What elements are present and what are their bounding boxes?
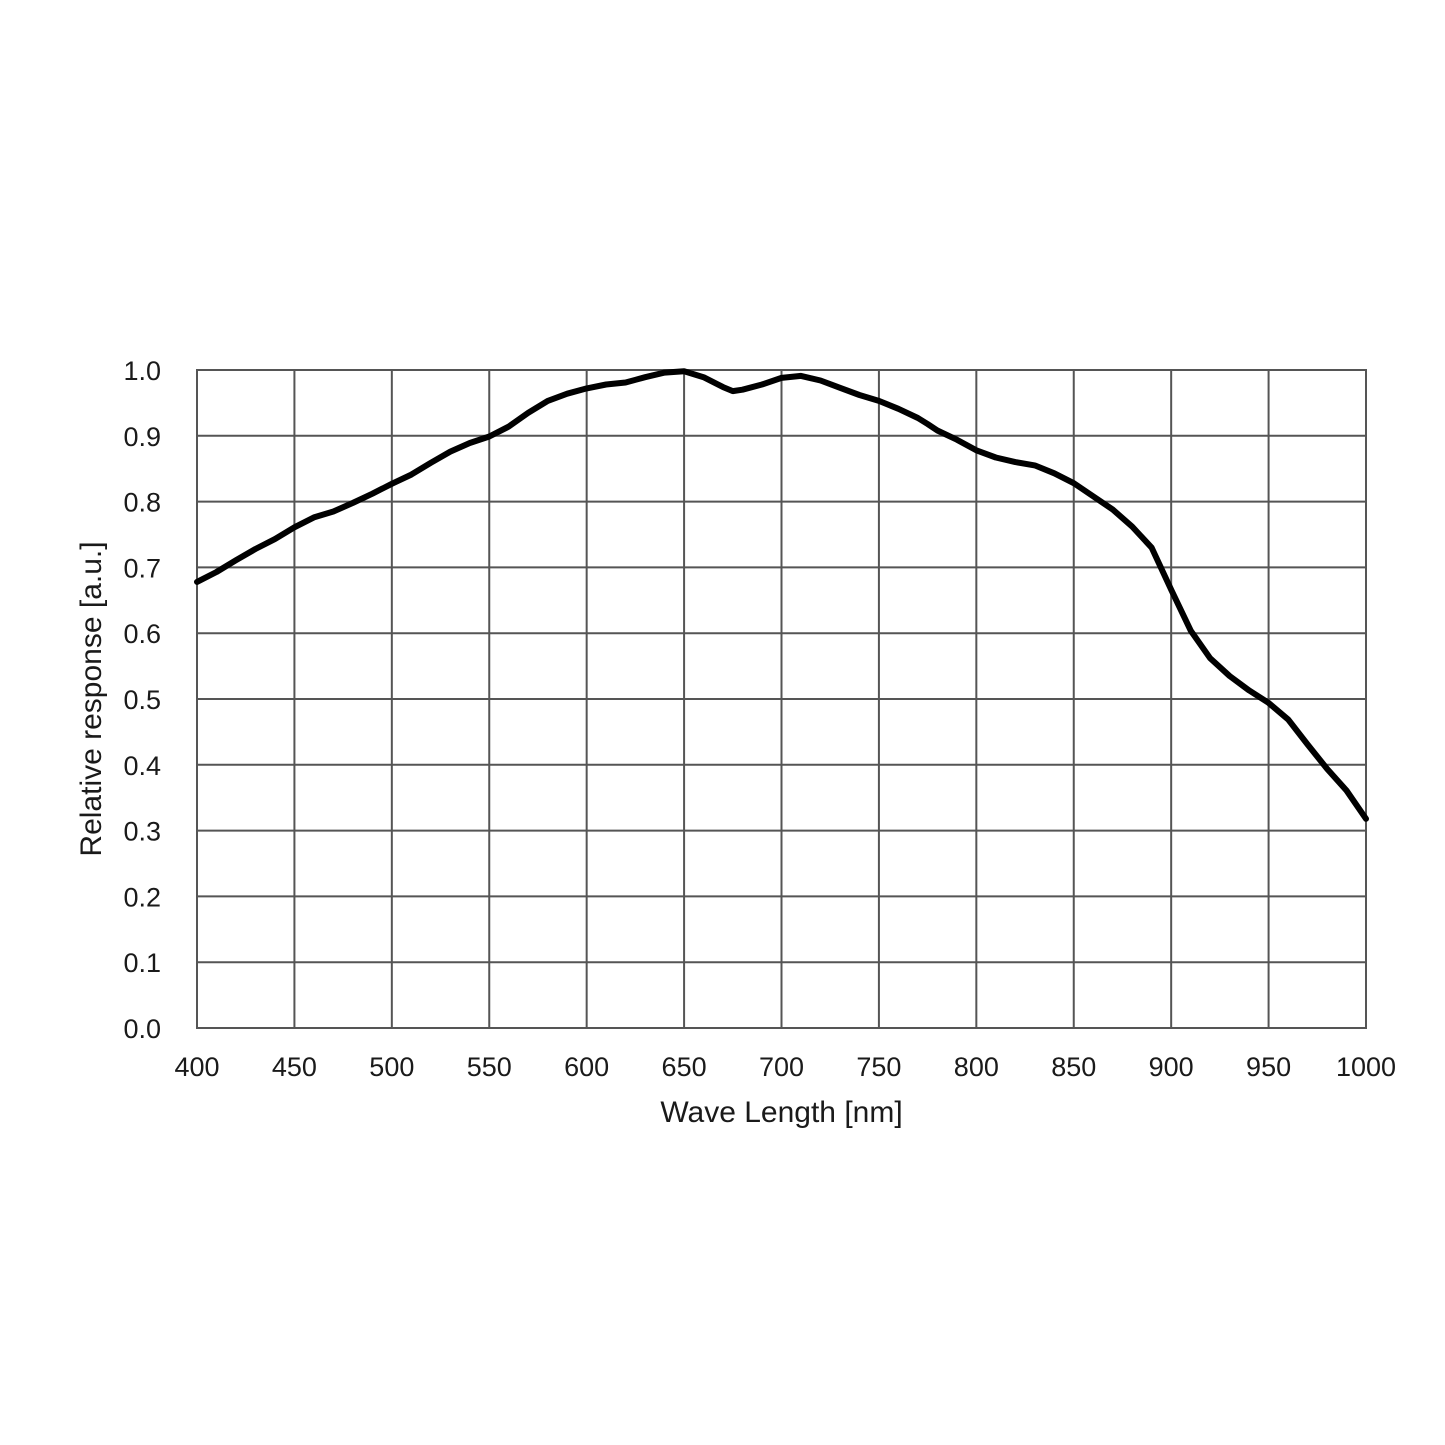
x-tick-labels: 400 450 500 550 600 650 700 750 800 850 900 950 1000 xyxy=(174,1052,1396,1082)
y-tick-label: 0.8 xyxy=(123,488,161,518)
x-tick-label: 500 xyxy=(369,1052,414,1082)
x-axis-title: Wave Length [nm] xyxy=(660,1096,902,1129)
y-tick-label: 0.9 xyxy=(123,422,161,452)
x-tick-label: 850 xyxy=(1051,1052,1096,1082)
x-tick-label: 450 xyxy=(272,1052,317,1082)
x-tick-label: 950 xyxy=(1246,1052,1291,1082)
y-tick-label: 0.4 xyxy=(123,751,161,781)
y-tick-label: 0.6 xyxy=(123,619,161,649)
x-tick-label: 800 xyxy=(954,1052,999,1082)
x-tick-label: 650 xyxy=(662,1052,707,1082)
y-tick-label: 0.3 xyxy=(123,817,161,847)
x-tick-label: 600 xyxy=(564,1052,609,1082)
y-tick-label: 0.2 xyxy=(123,882,161,912)
x-tick-label: 750 xyxy=(856,1052,901,1082)
x-tick-label: 900 xyxy=(1149,1052,1194,1082)
y-tick-label: 0.1 xyxy=(123,948,161,978)
x-tick-label: 550 xyxy=(467,1052,512,1082)
x-tick-label: 700 xyxy=(759,1052,804,1082)
y-tick-label: 1.0 xyxy=(123,356,161,386)
grid xyxy=(196,369,1367,1029)
series-line xyxy=(194,368,1369,822)
plot-frame xyxy=(196,369,1367,1029)
y-tick-label: 0.0 xyxy=(123,1014,161,1044)
x-tick-label: 400 xyxy=(174,1052,219,1082)
y-tick-labels: 0.0 0.1 0.2 0.3 0.4 0.5 0.6 0.7 0.8 0.9 1.0 xyxy=(123,356,161,1044)
x-tick-label: 1000 xyxy=(1336,1052,1396,1082)
y-tick-label: 0.5 xyxy=(123,685,161,715)
y-axis-title: Relative response [a.u.] xyxy=(75,541,108,856)
y-tick-label: 0.7 xyxy=(123,553,161,583)
